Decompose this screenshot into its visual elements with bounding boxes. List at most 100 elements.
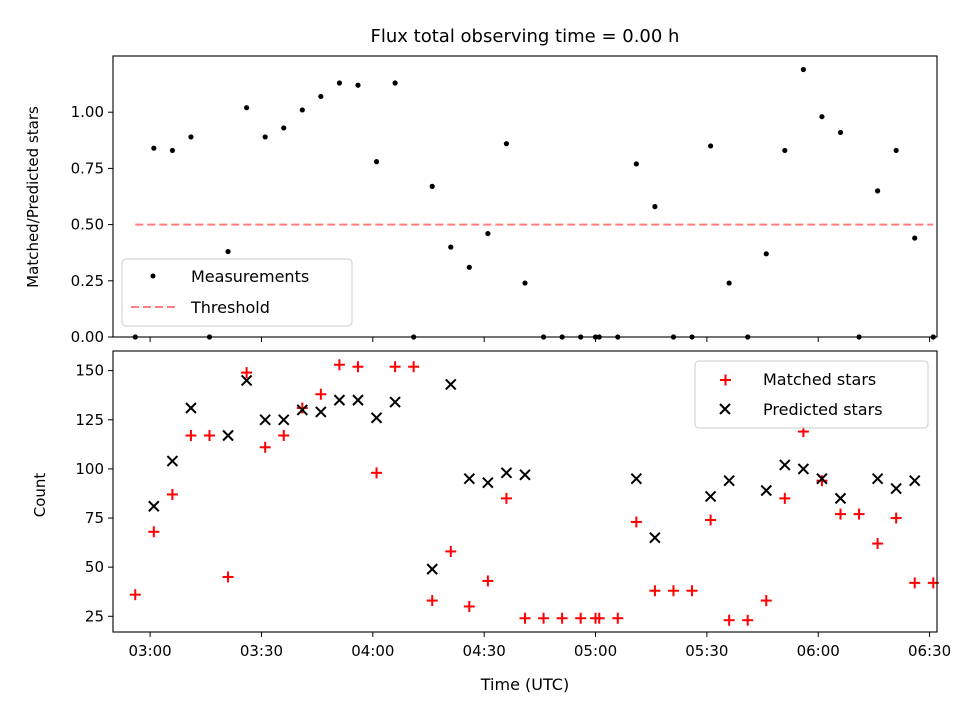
measurements-point [837, 129, 844, 136]
legend-marker-matched [720, 374, 731, 386]
predicted-stars-point [704, 490, 717, 503]
ratio-y-axis-label: Matched/Predicted stars [24, 106, 42, 288]
predicted-stars-point [185, 402, 197, 414]
matched-stars-point [872, 538, 884, 550]
legend-marker-measurements [150, 273, 156, 279]
count-xtick-label: 06:00 [797, 642, 840, 660]
count-ytick-label: 50 [85, 558, 104, 576]
matched-stars-point [333, 359, 345, 371]
measurements-point [318, 93, 324, 100]
matched-stars-point [352, 361, 364, 373]
measurements-point [912, 235, 918, 241]
count-axes-frame [112, 350, 938, 633]
measurements-point [466, 264, 472, 270]
chart-title: Flux total observing time = 0.00 h [371, 26, 680, 47]
measurements-point [448, 244, 454, 250]
matched-stars-point [389, 361, 401, 373]
matched-stars-point [593, 612, 605, 624]
count-plot-area: 25 50 75 100 125 150 03:00 03:30 04:00 04:30 05:00… [75, 359, 951, 660]
predicted-stars-point [166, 455, 179, 467]
matched-stars-point [760, 595, 772, 607]
count-y-axis-label: Count [31, 473, 49, 518]
matched-stars-point [463, 600, 475, 612]
matched-stars-point [686, 585, 698, 597]
ratio-y-axis-label-group: Matched/Predicted stars [24, 106, 42, 288]
matched-stars-point [742, 614, 754, 626]
matched-stars-point [482, 575, 494, 587]
count-ytick-label: 100 [75, 460, 104, 478]
predicted-stars-point [630, 473, 643, 485]
measurements-point [782, 147, 788, 154]
matched-stars-point [575, 612, 587, 624]
predicted-stars-point [482, 476, 494, 489]
predicted-stars-point [445, 378, 457, 391]
measurements-point [188, 134, 194, 140]
predicted-stars-point [797, 463, 810, 475]
predicted-stars-point [370, 412, 383, 424]
measurements-point [151, 145, 157, 151]
legend-label-measurements: Measurements [191, 267, 309, 286]
matched-stars-point [148, 526, 160, 538]
predicted-stars-point [259, 414, 271, 426]
legend-label-matched: Matched stars [763, 370, 876, 389]
measurements-point [373, 159, 380, 165]
measurements-point [355, 82, 361, 88]
legend-marker-predicted [719, 403, 731, 415]
measurements-point [503, 141, 510, 147]
predicted-stars-point [871, 473, 884, 485]
count-panel: Count 25 50 75 100 125 150 03:00 03:30 04:00 04:3… [31, 350, 951, 694]
measurements-point [281, 125, 287, 131]
ratio-plot-area: 0.00 0.25 0.50 0.75 1.00 [71, 66, 936, 346]
count-xtick-label: 06:30 [908, 642, 951, 660]
matched-stars-point [166, 488, 178, 500]
matched-stars-point [909, 577, 921, 589]
count-legend-box [694, 360, 929, 429]
matched-stars-point [612, 612, 624, 624]
matched-stars-point [723, 614, 735, 626]
measurements-point [707, 143, 714, 149]
matched-stars-point [259, 441, 271, 453]
predicted-stars-point [240, 374, 253, 387]
matched-stars-point [816, 475, 828, 487]
predicted-stars-point [389, 396, 401, 408]
measurements-point [485, 230, 491, 237]
measurements-point [299, 107, 305, 113]
measurements-point [652, 204, 658, 210]
predicted-stars-point [315, 406, 327, 418]
count-ytick-label: 150 [75, 362, 104, 380]
ratio-ytick-label: 0.25 [71, 272, 104, 290]
predicted-stars-point [278, 414, 290, 426]
matched-stars-point [315, 388, 327, 400]
count-xtick-label: 03:00 [128, 642, 171, 660]
predicted-stars-point [909, 474, 921, 487]
matched-stars-point [667, 585, 679, 597]
matched-stars-point [278, 429, 290, 441]
x-axis-label: Time (UTC) [480, 675, 569, 694]
ratio-panel: Flux total observing time = 0.00 h Match… [24, 26, 938, 346]
ratio-ytick-label: 0.00 [71, 328, 104, 346]
predicted-stars-point [723, 474, 735, 487]
ratio-legend: Measurements Threshold [121, 258, 353, 327]
matched-stars-point [408, 361, 420, 373]
measurements-point [819, 114, 825, 120]
matched-stars-point [204, 429, 216, 441]
ratio-ytick-label: 0.50 [71, 216, 104, 234]
predicted-stars-point [519, 469, 531, 481]
count-xtick-label: 03:30 [240, 642, 283, 660]
predicted-stars-point [649, 531, 661, 544]
measurements-point [262, 134, 268, 140]
measurements-point [336, 80, 343, 86]
measurements-point [800, 66, 806, 73]
matched-stars-point [779, 492, 791, 504]
matched-stars-point [853, 508, 865, 520]
measurements-point [522, 280, 528, 286]
legend-label-threshold: Threshold [190, 298, 270, 317]
ratio-legend-box [121, 258, 353, 327]
predicted-stars-point [834, 492, 847, 505]
predicted-stars-point [890, 482, 902, 495]
count-ytick-label: 75 [85, 509, 104, 527]
matched-stars-point [834, 508, 846, 520]
matched-stars-point [426, 595, 438, 607]
count-xtick-label: 05:30 [685, 642, 728, 660]
